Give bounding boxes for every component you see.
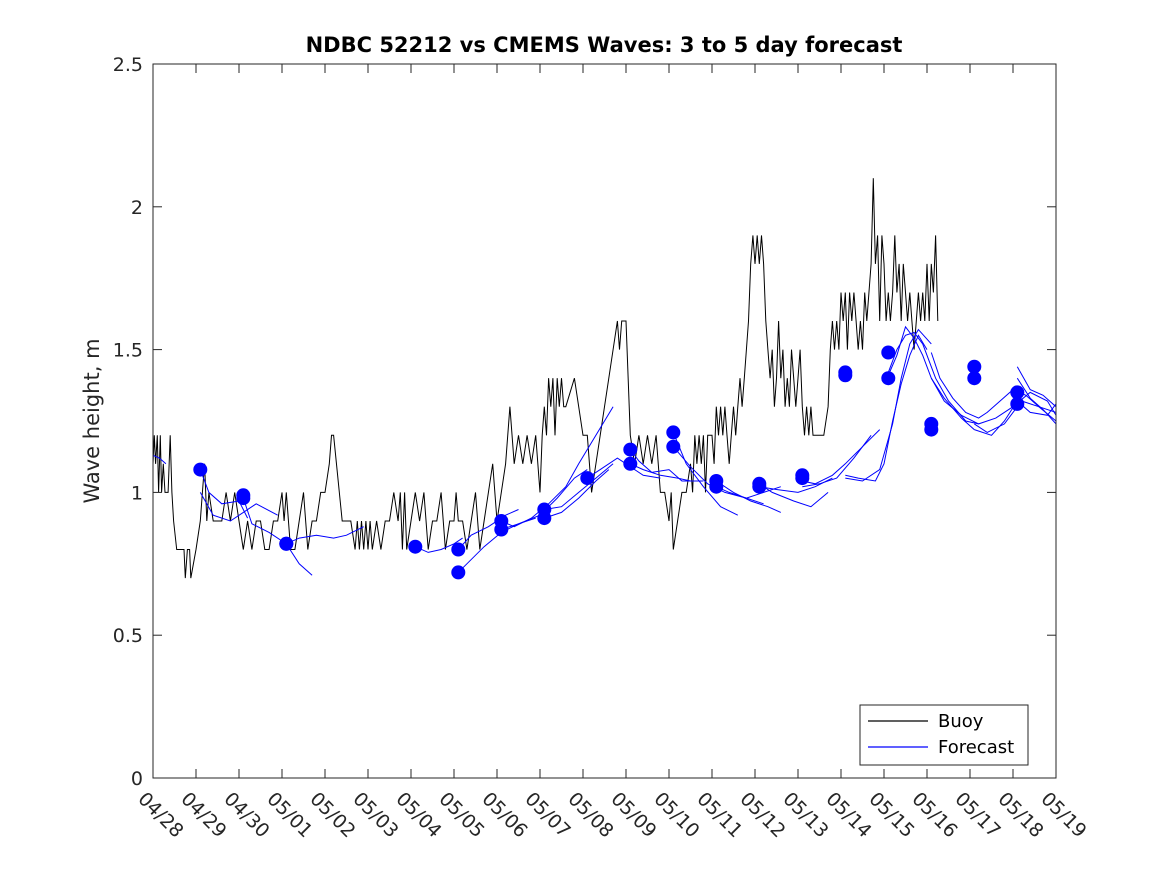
forecast-marker [967, 359, 982, 374]
forecast-marker [580, 471, 595, 486]
forecast-line [930, 377, 1056, 425]
y-tick-label: 0 [131, 768, 143, 790]
forecast-line [974, 400, 1056, 433]
forecast-marker [623, 456, 638, 471]
forecast-marker [967, 371, 982, 386]
forecast-marker [881, 371, 896, 386]
legend-label-buoy: Buoy [938, 711, 984, 732]
forecast-line [930, 352, 1056, 419]
forecast-line [415, 537, 463, 553]
forecast-line [845, 328, 932, 482]
forecast-line [544, 463, 614, 510]
forecast-line [153, 454, 167, 465]
forecast-marker [666, 439, 681, 454]
forecast-markers [193, 345, 1025, 580]
forecast-marker [924, 422, 939, 437]
forecast-marker [193, 462, 208, 477]
y-tick-label: 1.5 [113, 340, 143, 362]
forecast-line [802, 429, 881, 485]
forecast-line [716, 480, 782, 513]
y-tick-label: 2.5 [113, 54, 143, 76]
forecast-marker [623, 442, 638, 457]
y-tick-label: 1 [131, 482, 143, 504]
forecast-line [672, 432, 739, 516]
forecast-marker [279, 536, 294, 551]
forecast-line [286, 526, 364, 545]
forecast-line [887, 325, 975, 430]
forecast-line [199, 492, 278, 522]
forecast-marker [408, 539, 423, 554]
forecast-marker [451, 542, 466, 557]
chart-title: NDBC 52212 vs CMEMS Waves: 3 to 5 day fo… [306, 33, 903, 57]
legend-box [859, 704, 1029, 766]
forecast-marker [795, 471, 810, 486]
forecast-marker [838, 368, 853, 383]
y-tick-label: 0.5 [113, 625, 143, 647]
forecast-marker [537, 511, 552, 526]
forecast-line [544, 469, 610, 519]
y-axis-label: Wave height, m [80, 338, 104, 503]
forecast-line [802, 434, 872, 488]
y-tick-label: 2 [131, 197, 143, 219]
forecast-marker [451, 565, 466, 580]
forecast-line [1016, 377, 1056, 425]
forecast-line [587, 457, 661, 479]
forecast-line [457, 509, 519, 550]
y-axis: 0 0.5 1 1.5 2 2.5 [113, 54, 1056, 790]
buoy-series [153, 178, 939, 579]
legend: Buoy Forecast [859, 704, 1029, 766]
forecast-line [242, 497, 313, 576]
buoy-line [153, 178, 939, 579]
forecast-marker [752, 479, 767, 494]
forecast-line [199, 469, 249, 519]
forecast-line [629, 449, 704, 482]
forecast-marker [236, 491, 251, 506]
forecast-marker [666, 425, 681, 440]
forecast-marker [881, 345, 896, 360]
forecast-marker [494, 522, 509, 537]
forecast-line [501, 406, 614, 528]
forecast-line [759, 483, 829, 508]
forecast-marker [1010, 385, 1025, 400]
forecast-line [1016, 366, 1056, 408]
forecast-marker [709, 479, 724, 494]
plot-area-frame [152, 63, 1057, 779]
legend-label-forecast: Forecast [938, 737, 1014, 758]
forecast-line [630, 463, 691, 482]
forecast-marker [1010, 396, 1025, 411]
